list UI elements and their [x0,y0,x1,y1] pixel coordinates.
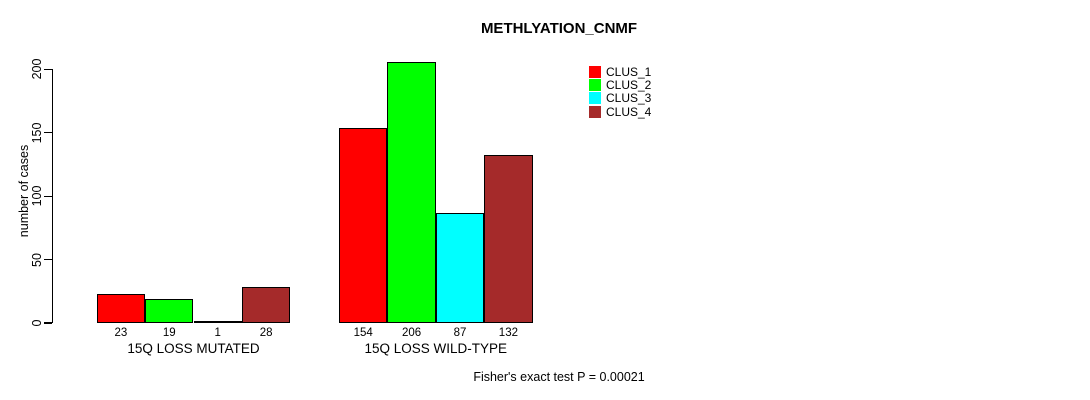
bar-value-label: 28 [259,327,273,339]
y-axis-line [52,69,54,323]
legend-swatch-icon [589,78,601,91]
bar-value-label: 1 [214,327,221,339]
legend-item-clus_1: CLUS_1 [589,65,651,78]
bar-value-label: 132 [498,327,518,339]
legend-label: CLUS_3 [606,91,652,106]
bar-clus_3-group1 [193,321,242,323]
legend: CLUS_1 CLUS_2 CLUS_3 CLUS_4 [589,65,651,118]
y-axis-label: number of cases [17,144,31,238]
y-tick [44,68,52,70]
bar-value-label: 87 [453,327,467,339]
y-tick [44,258,52,261]
legend-item-clus_4: CLUS_4 [589,105,651,118]
bar-clus_4-group2 [484,155,533,323]
bar-value-label: 23 [114,327,128,339]
y-tick-label: 50 [30,252,44,267]
category-label: 15Q LOSS MUTATED [127,341,260,356]
bar-clus_4-group1 [241,287,291,323]
bar-clus_2-group2 [387,61,436,323]
legend-label: CLUS_2 [606,77,652,92]
legend-label: CLUS_4 [606,104,652,119]
legend-swatch-icon [589,92,601,105]
legend-item-clus_3: CLUS_3 [589,92,651,105]
bar-value-label: 154 [353,327,373,339]
annotation-fisher-test: Fisher's exact test P = 0.00021 [473,370,645,384]
y-tick-label: 200 [30,58,44,80]
bar-value-label: 206 [402,327,422,339]
category-label: 15Q LOSS WILD-TYPE [364,341,508,356]
legend-swatch-icon [589,65,601,78]
y-tick [44,322,52,324]
bar-clus_1-group1 [96,293,146,323]
bar-clus_1-group2 [339,127,388,323]
legend-item-clus_2: CLUS_2 [589,78,651,91]
y-tick-label: 150 [30,122,44,144]
y-tick-label: 0 [30,319,44,327]
chart-title: METHLYATION_CNMF [480,20,638,37]
bar-value-label: 19 [162,327,176,339]
y-tick [44,195,52,197]
legend-swatch-icon [589,105,601,118]
y-tick [44,132,52,134]
bar-clus_3-group2 [435,212,485,323]
legend-label: CLUS_1 [606,64,652,79]
y-tick-label: 100 [30,185,44,207]
bar-clus_2-group1 [145,298,194,323]
